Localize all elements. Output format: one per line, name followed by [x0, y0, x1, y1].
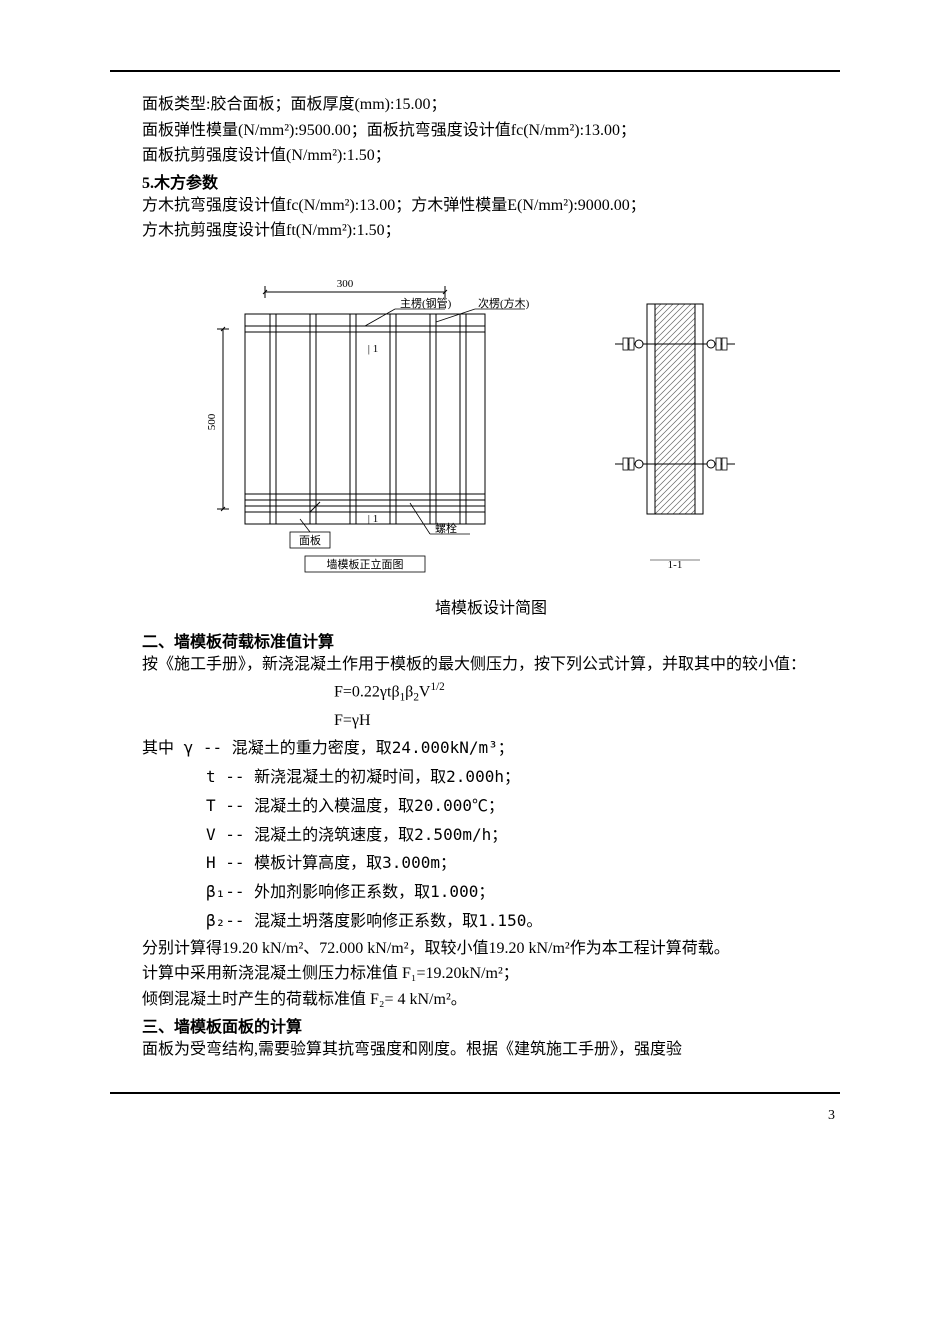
dim-left-label: 500 — [206, 413, 218, 430]
param-t: t -- 新浇混凝土的初凝时间，取2.000h； — [110, 763, 840, 792]
page-number: 3 — [828, 1108, 835, 1124]
wood-param-line-2: 方木抗剪强度设计值ft(N/mm²):1.50； — [110, 218, 840, 244]
section-2-title: 二、墙模板荷载标准值计算 — [110, 628, 840, 652]
dim-top-label: 300 — [337, 278, 354, 290]
section-3-title: 三、墙模板面板的计算 — [110, 1013, 840, 1037]
param-b2: β₂-- 混凝土坍落度影响修正系数，取1.150。 — [110, 907, 840, 936]
param-b1: β₁-- 外加剂影响修正系数，取1.000； — [110, 878, 840, 907]
param-V: V -- 混凝土的浇筑速度，取2.500m/h； — [110, 821, 840, 850]
bolt-label: 螺栓 — [435, 521, 457, 535]
wood-param-line-1: 方木抗弯强度设计值fc(N/mm²):13.00；方木弹性模量E(N/mm²):… — [110, 193, 840, 219]
param-H: H -- 模板计算高度，取3.000m； — [110, 849, 840, 878]
param-gamma: 其中 γ -- 混凝土的重力密度，取24.000kN/m³； — [110, 734, 840, 763]
panel-calc-intro: 面板为受弯结构,需要验算其抗弯强度和刚度。根据《建筑施工手册》，强度验 — [110, 1037, 840, 1063]
panel-param-line-2: 面板弹性模量(N/mm²):9500.00；面板抗弯强度设计值fc(N/mm²)… — [110, 118, 840, 144]
load-intro: 按《施工手册》，新浇混凝土作用于模板的最大侧压力，按下列公式计算，并取其中的较小… — [110, 652, 840, 678]
diagram-row: 300 500 — [110, 274, 840, 574]
panel-param-line-3: 面板抗剪强度设计值(N/mm²):1.50； — [110, 143, 840, 169]
front-elevation-diagram: 300 500 — [195, 274, 535, 574]
formula-1: F=0.22γtβ1β2V1/2 — [334, 678, 840, 708]
section-mark-top: | 1 — [368, 343, 378, 355]
secondary-beam-label: 次楞(方木) — [478, 296, 530, 310]
section-5-title: 5.木方参数 — [110, 169, 840, 193]
param-T: T -- 混凝土的入模温度，取20.000℃； — [110, 792, 840, 821]
front-caption: 墙模板正立面图 — [327, 557, 404, 571]
diagram-main-caption: 墙模板设计简图 — [110, 594, 840, 618]
formula-2: F=γH — [334, 707, 840, 734]
top-horizontal-rule — [110, 70, 840, 72]
f1-line: 计算中采用新浇混凝土侧压力标准值 F₁=19.20kN/m²； — [110, 961, 840, 987]
section-mark-bottom: | 1 — [368, 513, 378, 525]
primary-beam-label: 主楞(钢管) — [400, 296, 452, 310]
panel-param-line-1: 面板类型:胶合面板；面板厚度(mm):15.00； — [110, 92, 840, 118]
panel-label: 面板 — [299, 533, 321, 547]
calc-result: 分别计算得19.20 kN/m²、72.000 kN/m²，取较小值19.20 … — [110, 936, 840, 962]
bottom-horizontal-rule — [110, 1092, 840, 1094]
section-caption: 1-1 — [668, 559, 683, 571]
section-diagram: 1-1 — [595, 274, 755, 574]
f2-line: 倾倒混凝土时产生的荷载标准值 F₂= 4 kN/m²。 — [110, 987, 840, 1013]
